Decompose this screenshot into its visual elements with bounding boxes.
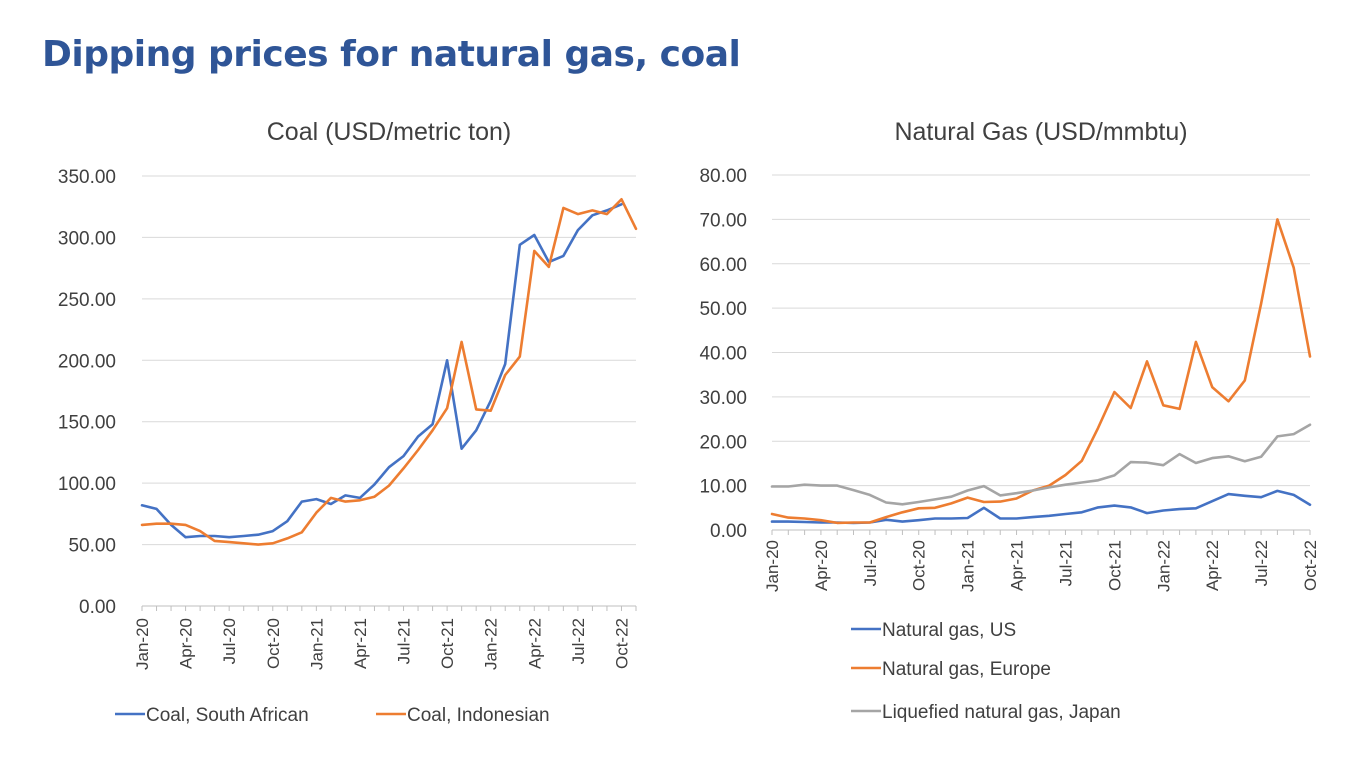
page-title: Dipping prices for natural gas, coal xyxy=(42,34,741,75)
chart-natural-gas: Natural Gas (USD/mmbtu) 0.00 10.00 20.00 30.… xyxy=(699,118,1320,723)
series-line-natural-gas-europe xyxy=(770,218,1312,525)
x-tick-label: Apr-21 xyxy=(1008,540,1027,591)
x-tick-label: Apr-21 xyxy=(351,618,370,669)
y-tick-label: 0.00 xyxy=(710,521,747,542)
legend-label: Natural gas, US xyxy=(882,620,1016,641)
x-tick-label: Jan-21 xyxy=(307,618,326,670)
x-tick-label: Jan-20 xyxy=(133,618,152,670)
series-line-liquefied-natural-gas-japan xyxy=(770,423,1312,506)
y-tick-label: 200.00 xyxy=(58,351,116,372)
y-tick-label: 50.00 xyxy=(699,299,747,320)
y-tick-label: 150.00 xyxy=(58,413,116,434)
x-tick-label: Oct-22 xyxy=(1301,540,1320,591)
x-tick-label: Jul-22 xyxy=(569,618,588,664)
y-tick-label: 300.00 xyxy=(58,228,116,249)
y-tick-label: 100.00 xyxy=(58,474,116,495)
y-tick-label: 30.00 xyxy=(699,388,747,409)
y-tick-label: 70.00 xyxy=(699,210,747,231)
y-tick-label: 250.00 xyxy=(58,290,116,311)
x-tick-label: Jan-22 xyxy=(1154,540,1173,592)
chart-title: Natural Gas (USD/mmbtu) xyxy=(894,118,1187,146)
legend-label: Coal, South African xyxy=(146,705,309,726)
x-tick-label: Jul-20 xyxy=(861,540,880,586)
x-tick-label: Jul-20 xyxy=(220,618,239,664)
legend-label: Liquefied natural gas, Japan xyxy=(882,702,1121,723)
chart-coal: Coal (USD/metric ton) 0.00 50.00 100.00 150.… xyxy=(58,118,638,726)
x-tick-label: Apr-22 xyxy=(1203,540,1222,591)
series-line-natural-gas-us xyxy=(770,489,1312,525)
x-tick-label: Apr-20 xyxy=(177,618,196,669)
legend-item: Natural gas, US xyxy=(851,620,1016,641)
x-tick-label: Apr-20 xyxy=(812,540,831,591)
legend-item: Coal, South African xyxy=(115,705,309,726)
y-tick-label: 60.00 xyxy=(699,255,747,276)
x-tick-label: Jan-21 xyxy=(959,540,978,592)
y-tick-label: 40.00 xyxy=(699,344,747,365)
y-tick-label: 0.00 xyxy=(79,597,116,618)
x-tick-label: Jan-20 xyxy=(763,540,782,592)
x-tick-label: Oct-21 xyxy=(1105,540,1124,591)
x-tick-label: Jan-22 xyxy=(482,618,501,670)
x-tick-label: Oct-21 xyxy=(438,618,457,669)
legend: Coal, South African Coal, Indonesian xyxy=(115,705,550,726)
legend-label: Coal, Indonesian xyxy=(407,705,550,726)
x-tick-label: Jul-22 xyxy=(1252,540,1271,586)
x-tick-label: Jul-21 xyxy=(395,618,414,664)
legend-item: Coal, Indonesian xyxy=(376,705,550,726)
series-line-coal-south-african xyxy=(140,203,623,539)
y-tick-label: 50.00 xyxy=(68,536,116,557)
series-line-coal-indonesian xyxy=(140,198,638,546)
y-tick-label: 20.00 xyxy=(699,432,747,453)
x-tick-label: Oct-20 xyxy=(264,618,283,669)
legend: Natural gas, US Natural gas, Europe Liquef… xyxy=(851,620,1121,723)
y-tick-label: 350.00 xyxy=(58,167,116,188)
x-tick-label: Jul-21 xyxy=(1056,540,1075,586)
y-tick-label: 80.00 xyxy=(699,166,747,187)
legend-label: Natural gas, Europe xyxy=(882,659,1051,680)
x-tick-label: Oct-20 xyxy=(910,540,929,591)
legend-item: Natural gas, Europe xyxy=(851,659,1051,680)
legend-item: Liquefied natural gas, Japan xyxy=(851,702,1121,723)
y-tick-label: 10.00 xyxy=(699,477,747,498)
x-tick-label: Oct-22 xyxy=(612,618,631,669)
x-tick-label: Apr-22 xyxy=(525,618,544,669)
chart-title: Coal (USD/metric ton) xyxy=(267,118,512,146)
